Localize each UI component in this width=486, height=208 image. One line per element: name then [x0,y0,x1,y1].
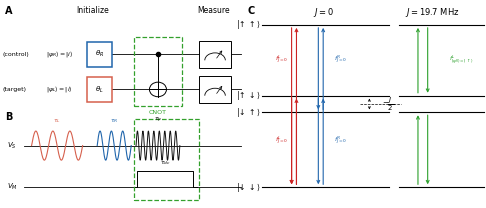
Bar [134,37,182,106]
Text: $f^L_{|\psi_R\rangle=|\uparrow\rangle}$: $f^L_{|\psi_R\rangle=|\uparrow\rangle}$ [450,54,474,66]
Text: (control): (control) [2,52,29,57]
Text: $J=19.7$ MHz: $J=19.7$ MHz [405,6,460,19]
Text: $\tau_R$: $\tau_R$ [110,117,119,125]
Text: $|\!\downarrow\uparrow\rangle$: $|\!\downarrow\uparrow\rangle$ [236,106,260,119]
Text: $|\psi_L\rangle = |i\rangle$: $|\psi_L\rangle = |i\rangle$ [46,84,73,94]
Text: $\tau_p$: $\tau_p$ [154,116,162,125]
Text: $V_S$: $V_S$ [7,140,17,151]
Text: CNOT: CNOT [149,110,167,115]
Text: $|\!\downarrow\downarrow\rangle$: $|\!\downarrow\downarrow\rangle$ [236,181,260,194]
Bar [87,42,112,67]
Text: $f^R_{J=0}$: $f^R_{J=0}$ [333,135,347,147]
Bar [87,77,112,102]
Text: (target): (target) [2,87,26,92]
Text: $|\!\uparrow\uparrow\rangle$: $|\!\uparrow\uparrow\rangle$ [236,19,260,31]
Text: $|\psi_R\rangle = |i\rangle$: $|\psi_R\rangle = |i\rangle$ [46,49,73,59]
Bar [199,76,231,103]
Text: $f^L_{J=0}$: $f^L_{J=0}$ [275,54,289,66]
Text: C: C [248,6,255,16]
Text: $\tau_L$: $\tau_L$ [53,117,61,125]
Text: $-\dfrac{J}{2}$: $-\dfrac{J}{2}$ [382,95,394,113]
Text: $\theta_L$: $\theta_L$ [95,84,104,95]
Text: Initialize: Initialize [76,6,109,15]
Bar [199,41,231,68]
Text: $|\!\uparrow\downarrow\rangle$: $|\!\uparrow\downarrow\rangle$ [236,89,260,102]
Text: Measure: Measure [197,6,230,15]
Text: B: B [5,112,12,122]
Bar [134,119,199,200]
Text: $\theta_R$: $\theta_R$ [95,49,104,59]
Text: $V_M$: $V_M$ [7,182,18,192]
Text: $f^R_{J=0}$: $f^R_{J=0}$ [333,54,347,66]
Text: A: A [5,6,12,16]
Text: $f^L_{J=0}$: $f^L_{J=0}$ [275,135,289,147]
Text: $J=0$: $J=0$ [313,6,333,19]
Text: $\tau_{dc}$: $\tau_{dc}$ [160,160,171,167]
